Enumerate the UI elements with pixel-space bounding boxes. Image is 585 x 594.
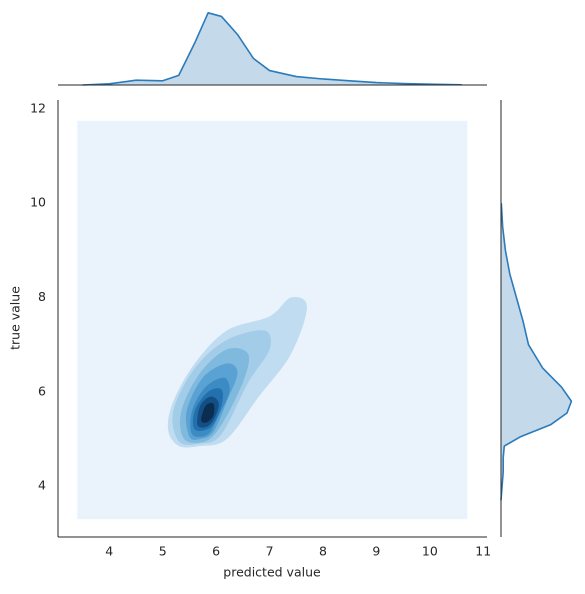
- x-tick-label: 10: [422, 544, 438, 559]
- y-tick-label: 8: [38, 289, 46, 304]
- marginal-y-line: [500, 203, 573, 501]
- x-tick-label: 9: [372, 544, 380, 559]
- marginal-y-area: [501, 203, 572, 501]
- x-tick-label: 4: [105, 544, 113, 559]
- marginal-x-area: [82, 12, 462, 85]
- x-tick-label: 11: [475, 544, 491, 559]
- y-tick-label: 6: [38, 383, 46, 398]
- density-contour: [201, 402, 215, 423]
- marginal-x-line: [82, 12, 462, 86]
- y-axis-label: true value: [8, 286, 23, 350]
- x-tick-label: 7: [266, 544, 274, 559]
- x-tick-label: 8: [319, 544, 327, 559]
- x-tick-label: 6: [212, 544, 220, 559]
- x-axis-label: predicted value: [223, 565, 321, 580]
- y-tick-label: 10: [30, 195, 46, 210]
- x-tick-label: 5: [159, 544, 167, 559]
- y-tick-label: 12: [30, 100, 46, 115]
- y-tick-label: 4: [38, 478, 46, 493]
